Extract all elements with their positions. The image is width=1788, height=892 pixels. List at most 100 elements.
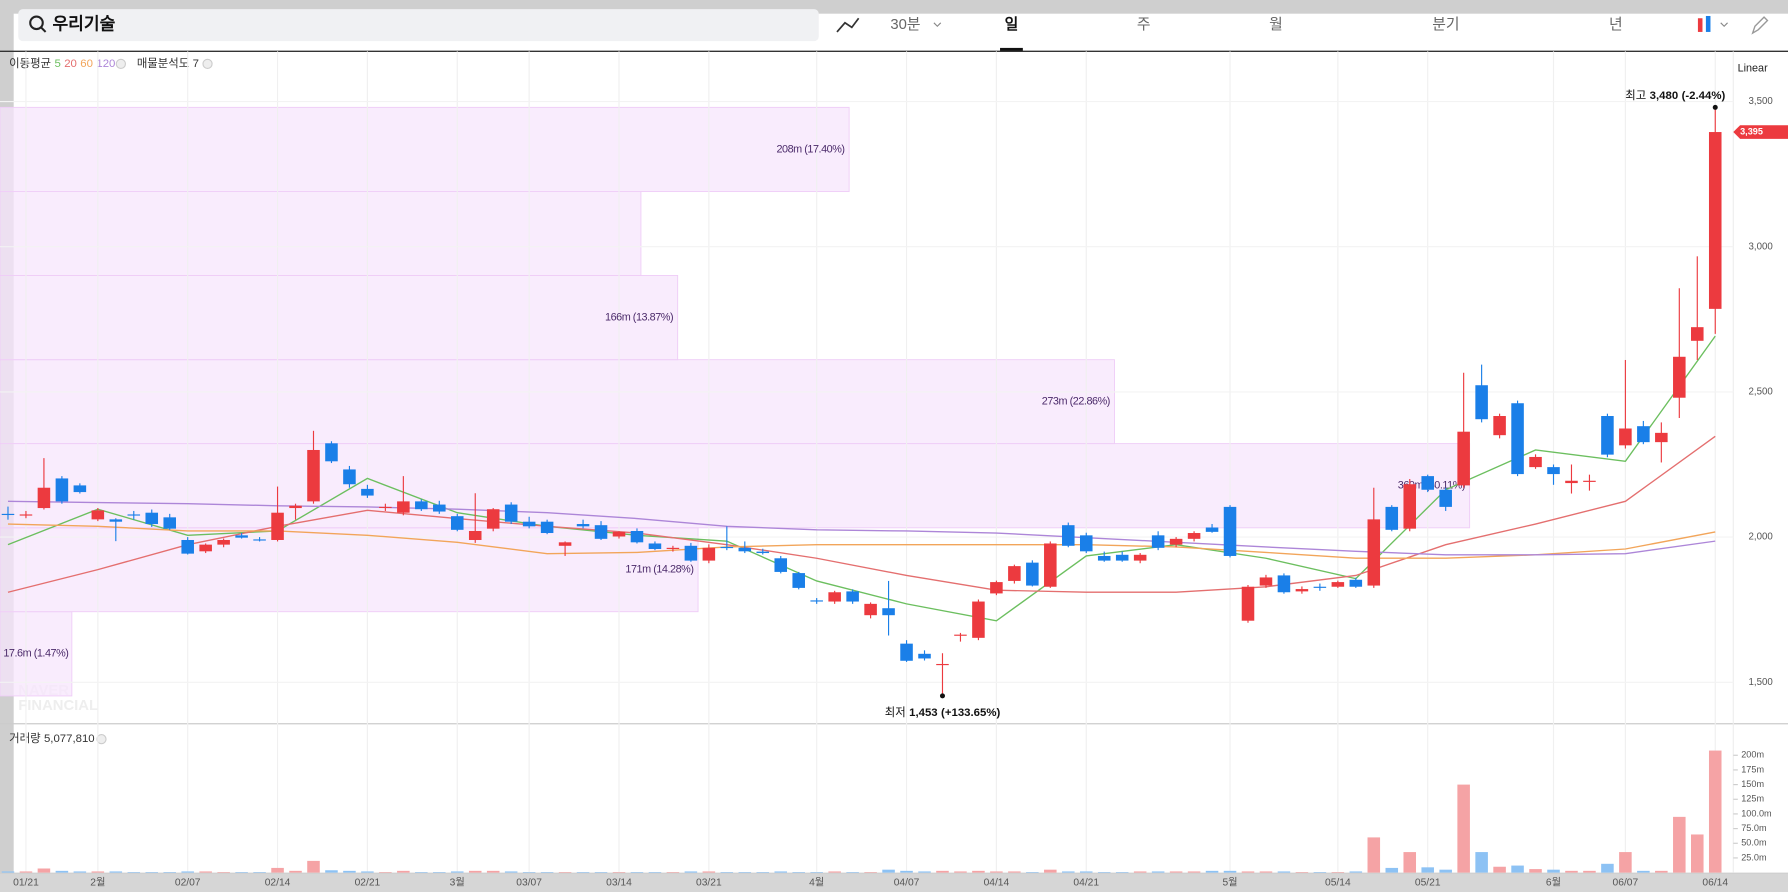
volume-bar (972, 870, 985, 873)
toolbar: 우리기술 30분 일 주 월 분기 년 (0, 9, 1788, 53)
candle-body (1673, 356, 1686, 398)
candle-body (1457, 431, 1470, 486)
edit-icon[interactable] (1751, 16, 1769, 35)
tab[interactable]: 일 (1005, 16, 1019, 33)
candle-body (918, 653, 931, 659)
volume-bar (1026, 872, 1039, 873)
candle-body (1475, 385, 1488, 420)
volume-bar (1349, 871, 1363, 873)
ma-legend-period[interactable]: 5 (54, 58, 60, 70)
tab[interactable]: 년 (1609, 16, 1623, 33)
candle-body (756, 551, 770, 554)
candle-body (1223, 506, 1237, 556)
volume-bar (990, 871, 1003, 873)
volume-bar (55, 870, 69, 873)
remove-icon[interactable] (96, 734, 107, 745)
profile-bar (0, 106, 850, 193)
candle-body (19, 514, 33, 516)
tab[interactable]: 주 (1137, 17, 1151, 33)
candle-body (990, 582, 1003, 594)
candle-icon[interactable] (1697, 18, 1703, 32)
candle-body (666, 547, 680, 549)
volume-bar (648, 872, 662, 873)
candle-body (1062, 525, 1075, 546)
volume-bar (576, 872, 590, 873)
volume-bar (217, 872, 230, 873)
remove-icon[interactable] (115, 58, 127, 70)
candle-body (415, 501, 428, 510)
x-tick-label: 2월 (90, 877, 105, 889)
tab[interactable]: 월 (1269, 16, 1283, 33)
candle-body (1421, 476, 1434, 490)
volume-bar (235, 872, 248, 873)
candle-icon (1705, 15, 1711, 32)
high-note: 최고 3,480 (-2.44%) (1625, 89, 1725, 102)
low-note-value: 1,453 (909, 707, 938, 719)
candle-body (1313, 586, 1327, 588)
candle-body (576, 524, 590, 527)
candle-body (1008, 566, 1021, 581)
ma-legend-period[interactable]: 60 (80, 58, 93, 70)
x-tick-label: 04/21 (1073, 878, 1099, 889)
volume-bar (504, 871, 518, 873)
last-price-tag (1733, 125, 1788, 139)
candle-body (1691, 327, 1704, 341)
candle-body (882, 608, 895, 616)
profile-bar (0, 275, 679, 361)
volume-bar (468, 870, 482, 873)
volume-bar (181, 871, 194, 873)
candle-body (37, 487, 51, 509)
ma-legend-period[interactable]: 20 (64, 58, 77, 70)
search-box[interactable] (18, 9, 819, 42)
volume-bar (1655, 870, 1668, 873)
volume-bar (1205, 870, 1219, 873)
candle-body (1026, 562, 1039, 586)
candle-body (1367, 519, 1381, 586)
low-note-label: 최저 (885, 706, 906, 719)
candle-body (630, 530, 644, 543)
search-icon (29, 15, 44, 31)
volume-bar (1691, 834, 1704, 873)
candle-body (1151, 535, 1165, 548)
volume-bar (810, 872, 823, 873)
moving-average (7, 335, 1716, 622)
ma-legend-period[interactable]: 120 (96, 58, 115, 70)
volume-bar (936, 870, 949, 873)
scale-label[interactable]: Linear (1738, 62, 1768, 74)
interval-select[interactable]: 30분 (890, 17, 920, 33)
candle-body (612, 531, 626, 537)
candle-body (1044, 543, 1057, 587)
x-tick-label: 3월 (450, 877, 465, 889)
volume-bar (343, 870, 356, 873)
tab[interactable]: 분기 (1432, 16, 1459, 33)
remove-icon[interactable] (202, 58, 213, 70)
candle-body (289, 505, 302, 509)
volume-bar (379, 872, 392, 873)
candle-body (1079, 535, 1093, 552)
candle-body (1097, 555, 1111, 561)
low-note: 최저 1,453 (+133.65%) (885, 706, 1001, 719)
volume-bar (109, 871, 123, 873)
volume-legend: 거래량 5,077,810 (9, 732, 95, 745)
x-tick-label: 4월 (809, 877, 824, 889)
ma-legend-title: 이동평균 (9, 57, 51, 70)
search-text[interactable]: 우리기술 (52, 15, 115, 34)
volume-bar (1547, 869, 1560, 873)
volume-bar (73, 871, 87, 873)
candle-body (828, 592, 841, 602)
volume-bar (1637, 870, 1650, 873)
ma-legend: 이동평균 5 20 60 120 (9, 57, 115, 70)
chart-type-icon[interactable] (836, 17, 860, 33)
low-note-change: (+133.65%) (941, 707, 1000, 719)
candle-body (109, 519, 123, 522)
volume-bar (1259, 871, 1273, 873)
volume-tick-label: 125m (1741, 794, 1764, 804)
volume-bar (1187, 871, 1201, 873)
x-tick-label: 6월 (1546, 877, 1561, 889)
candle-body (1583, 480, 1596, 482)
x-tick-label: 03/14 (606, 878, 632, 889)
candle-body (325, 443, 338, 462)
candle-body (1601, 416, 1614, 455)
candle-body (1439, 489, 1452, 507)
